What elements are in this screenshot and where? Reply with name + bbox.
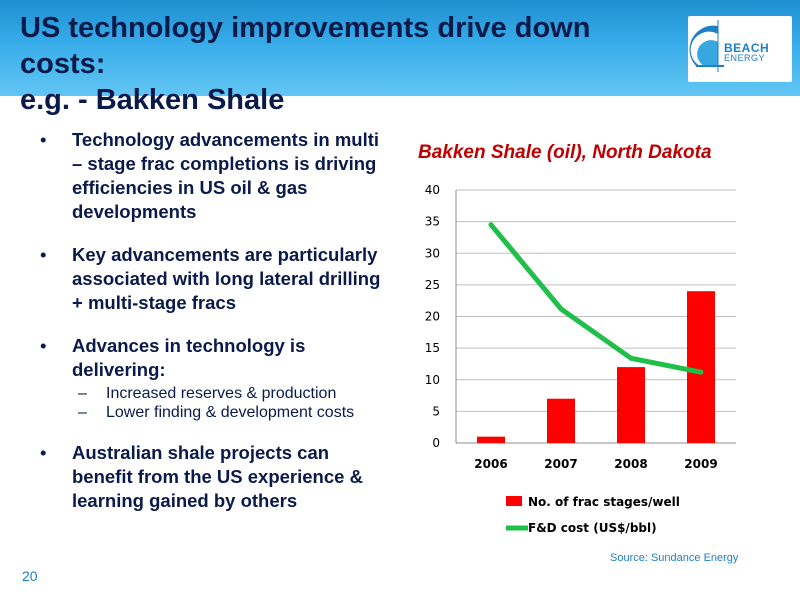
y-tick-label: 5 — [432, 404, 440, 418]
bullet-text: Key advancements are particularly associ… — [72, 244, 381, 313]
chart-title: Bakken Shale (oil), North Dakota — [418, 142, 712, 163]
bullet-item: Advances in technology is delivering: In… — [34, 334, 394, 422]
slide-title: US technology improvements drive down co… — [20, 10, 660, 118]
y-tick-label: 15 — [425, 341, 440, 355]
y-tick-label: 20 — [425, 310, 440, 324]
logo-text: BEACH — [724, 41, 770, 55]
shell-icon — [689, 20, 724, 72]
bar-2008 — [617, 367, 645, 443]
bullet-text: Technology advancements in multi – stage… — [72, 129, 380, 222]
source-note: Source: Sundance Energy — [610, 552, 739, 564]
fd-cost-point-2006 — [488, 222, 494, 228]
bullet-text: Advances in technology is delivering: — [72, 335, 306, 380]
bullet-text: Australian shale projects can benefit fr… — [72, 442, 363, 511]
bullet-item: Australian shale projects can benefit fr… — [34, 441, 394, 513]
legend-line-label: F&D cost (US$/bbl) — [528, 521, 657, 535]
y-tick-label: 10 — [425, 373, 440, 387]
header-banner: US technology improvements drive down co… — [0, 0, 800, 116]
y-tick-label: 30 — [425, 246, 440, 260]
bar-2007 — [547, 398, 575, 443]
fd-cost-line — [488, 222, 704, 375]
y-tick-label: 0 — [432, 436, 440, 450]
y-tick-label: 35 — [425, 215, 440, 229]
sub-bullet-list: Increased reserves & production Lower fi… — [72, 384, 394, 422]
page-number: 20 — [22, 568, 38, 584]
fd-cost-point-2008 — [628, 355, 634, 361]
legend-bar-label: No. of frac stages/well — [528, 495, 680, 509]
sub-bullet-item: Lower finding & development costs — [72, 403, 394, 422]
x-tick-label: 2008 — [614, 457, 647, 471]
fd-cost-point-2007 — [558, 306, 564, 312]
sub-bullet-item: Increased reserves & production — [72, 384, 394, 403]
bullet-item: Key advancements are particularly associ… — [34, 243, 394, 315]
slide-title-line-2: e.g. - Bakken Shale — [20, 84, 285, 116]
logo-subtext: ENERGY — [724, 53, 766, 63]
x-tick-label: 2009 — [684, 457, 717, 471]
bullet-item: Technology advancements in multi – stage… — [34, 128, 394, 224]
fd-cost-point-2009 — [698, 369, 704, 375]
bar-2006 — [477, 436, 505, 443]
x-tick-label: 2006 — [474, 457, 507, 471]
y-tick-label: 40 — [425, 183, 440, 197]
legend-bar-swatch — [506, 496, 522, 506]
y-tick-label: 25 — [425, 278, 440, 292]
bullet-list: Technology advancements in multi – stage… — [34, 128, 394, 532]
bakken-shale-chart: 0 5 10 15 20 25 30 35 40 2006 2007 2008 2009 No. of f… — [425, 183, 736, 535]
x-tick-label: 2007 — [544, 457, 577, 471]
bar-2009 — [687, 291, 715, 443]
beach-energy-logo: BEACH ENERGY — [688, 16, 792, 82]
slide-title-line-1: US technology improvements drive down co… — [20, 12, 591, 80]
